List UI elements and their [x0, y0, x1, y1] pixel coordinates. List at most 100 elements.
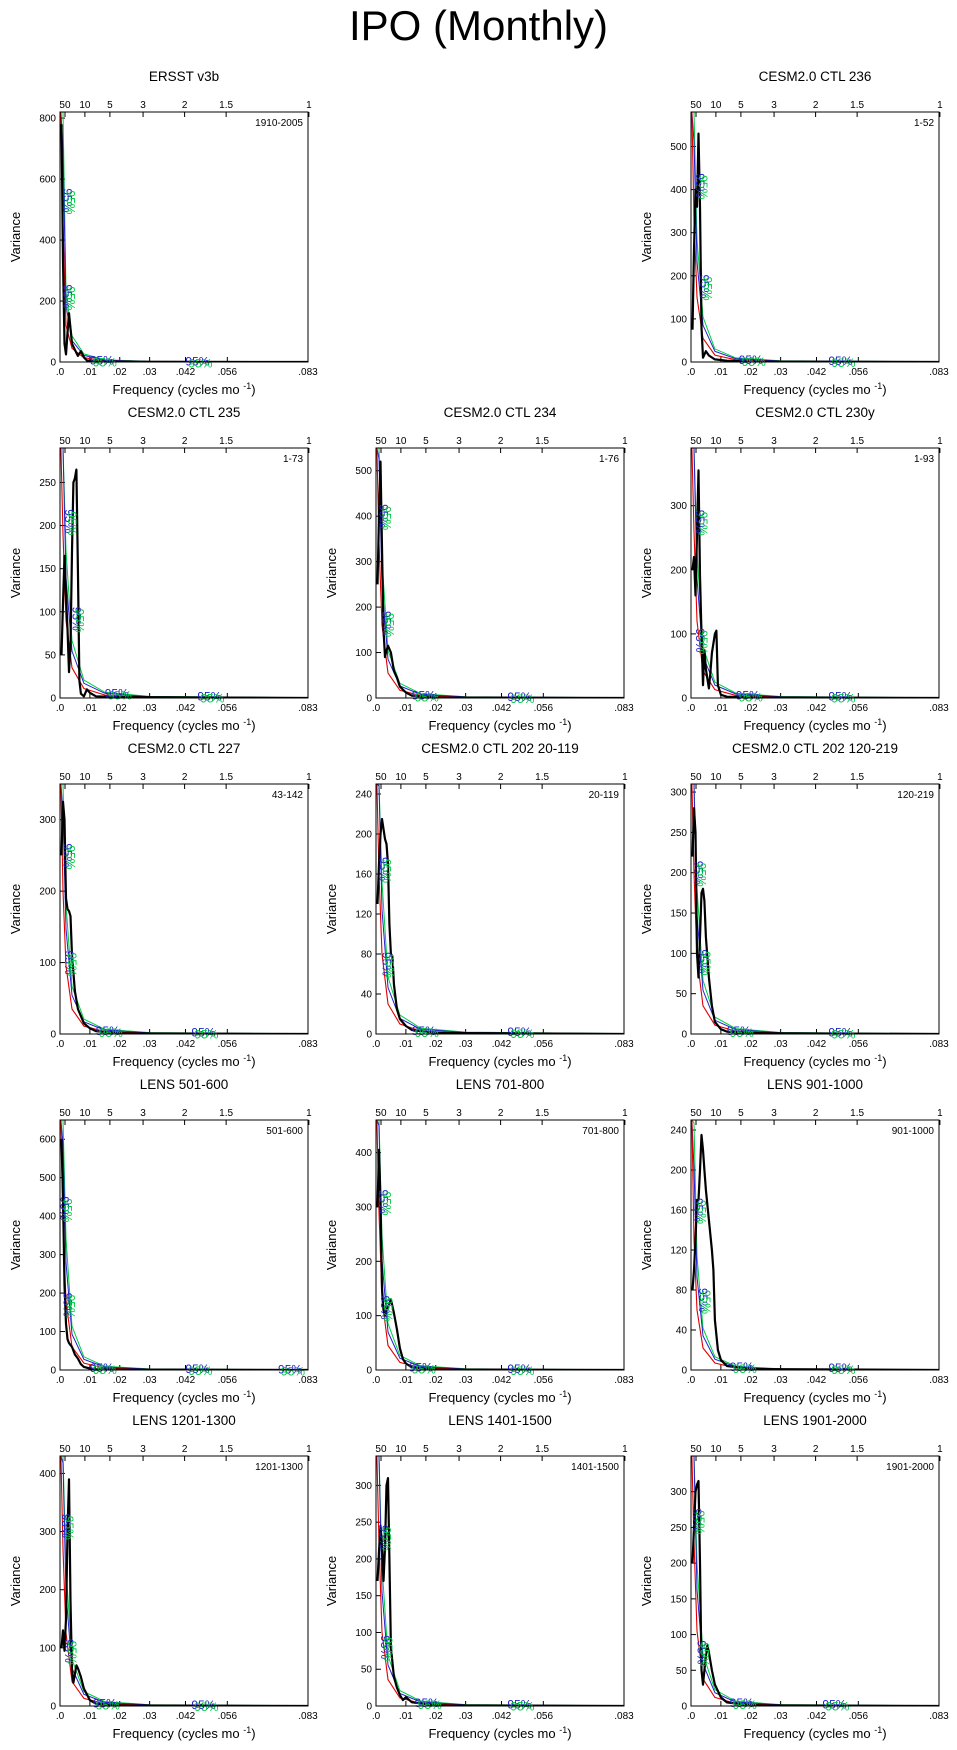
y-tick-label: 200 — [355, 830, 372, 841]
frequency-tick-label: .083 — [929, 1039, 949, 1050]
period-tick-label: 10 — [79, 1444, 91, 1455]
panel-year-range: 1-76 — [599, 454, 619, 465]
confidence-label-green: 95% — [412, 1362, 436, 1376]
frequency-tick-label: .03 — [143, 367, 157, 378]
period-tick-label: 1 — [937, 436, 943, 447]
period-tick-label: 10 — [710, 772, 722, 783]
confidence-curve-blue — [376, 448, 624, 698]
period-tick-label: 3 — [456, 1444, 462, 1455]
period-tick-label: 3 — [140, 1108, 146, 1119]
confidence-label-green: 95% — [696, 175, 710, 199]
frequency-tick-label: .01 — [714, 1711, 728, 1722]
y-tick-label: 150 — [39, 564, 56, 575]
period-tick-label: 10 — [710, 1108, 722, 1119]
red-noise-curve — [376, 1120, 624, 1370]
panel-year-range: 1401-1500 — [571, 1462, 619, 1473]
period-tick-label: 1 — [937, 772, 943, 783]
panel-title: CESM2.0 CTL 235 — [128, 405, 241, 420]
y-tick-label: 250 — [355, 1518, 372, 1529]
period-tick-label: 50 — [59, 772, 71, 783]
frequency-tick-label: .083 — [929, 367, 949, 378]
period-tick-label: 10 — [395, 1108, 407, 1119]
frequency-tick-label: .042 — [176, 367, 196, 378]
x-axis-label: Frequency (cycles mo -1) — [743, 381, 886, 397]
confidence-label-blue: 95% — [691, 861, 705, 885]
y-tick-label: 200 — [39, 887, 56, 898]
y-tick-label: 300 — [355, 1202, 372, 1213]
frequency-tick-label: .042 — [492, 1039, 512, 1050]
frequency-tick-label: .02 — [744, 703, 758, 714]
y-tick-label: 50 — [676, 1666, 688, 1677]
plot-frame — [375, 1455, 625, 1707]
plot-frame — [375, 1119, 625, 1371]
period-tick-label: 50 — [690, 436, 702, 447]
frequency-tick-label: .042 — [176, 1039, 196, 1050]
y-axis-label: Variance — [324, 1556, 339, 1606]
y-tick-label: 160 — [670, 1206, 687, 1217]
period-tick-label: 2 — [182, 1444, 188, 1455]
period-tick-label: 3 — [771, 1108, 777, 1119]
frequency-tick-label: .042 — [807, 367, 827, 378]
y-tick-label: 400 — [355, 512, 372, 523]
confidence-label-blue: 95% — [828, 1025, 852, 1039]
frequency-tick-label: .0 — [56, 703, 65, 714]
frequency-tick-label: .042 — [807, 1039, 827, 1050]
period-tick-label: 50 — [690, 772, 702, 783]
y-tick-label: 300 — [39, 1527, 56, 1538]
confidence-label-green: 95% — [697, 1642, 711, 1666]
y-tick-label: 400 — [355, 1148, 372, 1159]
y-axis-label: Variance — [8, 212, 23, 262]
period-tick-label: 50 — [59, 436, 71, 447]
panel-year-range: 20-119 — [589, 790, 620, 801]
period-tick-label: 3 — [140, 772, 146, 783]
period-tick-label: 1 — [306, 436, 312, 447]
confidence-label-green: 95% — [700, 277, 714, 301]
confidence-curve-blue — [691, 1456, 939, 1706]
panel-title: LENS 1201-1300 — [132, 1413, 236, 1428]
frequency-tick-label: .01 — [83, 1039, 97, 1050]
period-tick-label: 1.5 — [219, 1444, 233, 1455]
y-tick-label: 300 — [670, 788, 687, 799]
y-tick-label: 0 — [681, 358, 687, 369]
period-tick-label: 10 — [710, 1444, 722, 1455]
panel-title: CESM2.0 CTL 227 — [128, 741, 241, 756]
confidence-curve-green — [60, 448, 308, 698]
y-tick-label: 500 — [670, 142, 687, 153]
frequency-tick-label: .056 — [534, 703, 554, 714]
period-tick-label: 10 — [395, 1444, 407, 1455]
confidence-label-green: 95% — [831, 356, 855, 370]
y-tick-label: 200 — [39, 1585, 56, 1596]
y-tick-label: 100 — [670, 629, 687, 640]
x-axis-label: Frequency (cycles mo -1) — [112, 1725, 255, 1741]
frequency-tick-label: .03 — [459, 1711, 473, 1722]
confidence-label-blue: 95% — [376, 504, 390, 528]
frequency-tick-label: .02 — [429, 1375, 443, 1386]
confidence-label-green: 95% — [415, 1026, 439, 1040]
x-axis-label: Frequency (cycles mo -1) — [743, 1389, 886, 1405]
period-tick-label: 1 — [306, 772, 312, 783]
frequency-tick-label: .042 — [807, 703, 827, 714]
frequency-tick-label: .02 — [429, 1039, 443, 1050]
period-tick-label: 5 — [107, 1108, 113, 1119]
period-tick-label: 2 — [813, 100, 819, 111]
confidence-label-blue: 95% — [185, 354, 209, 368]
y-axis-label: Variance — [8, 1556, 23, 1606]
period-tick-label: 2 — [498, 1444, 504, 1455]
confidence-label-blue: 95% — [378, 1635, 392, 1659]
frequency-tick-label: .03 — [143, 1039, 157, 1050]
confidence-label-green: 95% — [693, 1510, 707, 1534]
frequency-tick-label: .0 — [687, 367, 696, 378]
confidence-curve-blue — [691, 1120, 939, 1370]
period-tick-label: 10 — [395, 772, 407, 783]
confidence-curve-blue — [60, 112, 308, 362]
frequency-tick-label: .056 — [218, 1375, 238, 1386]
frequency-tick-label: .083 — [298, 703, 318, 714]
confidence-label-blue: 95% — [412, 689, 436, 703]
y-tick-label: 0 — [366, 694, 372, 705]
y-tick-label: 600 — [39, 175, 56, 186]
confidence-label-green: 95% — [382, 613, 396, 637]
y-tick-label: 200 — [355, 1554, 372, 1565]
y-axis-label: Variance — [639, 1220, 654, 1270]
period-tick-label: 1 — [937, 100, 943, 111]
panel-year-range: 1-73 — [283, 454, 303, 465]
